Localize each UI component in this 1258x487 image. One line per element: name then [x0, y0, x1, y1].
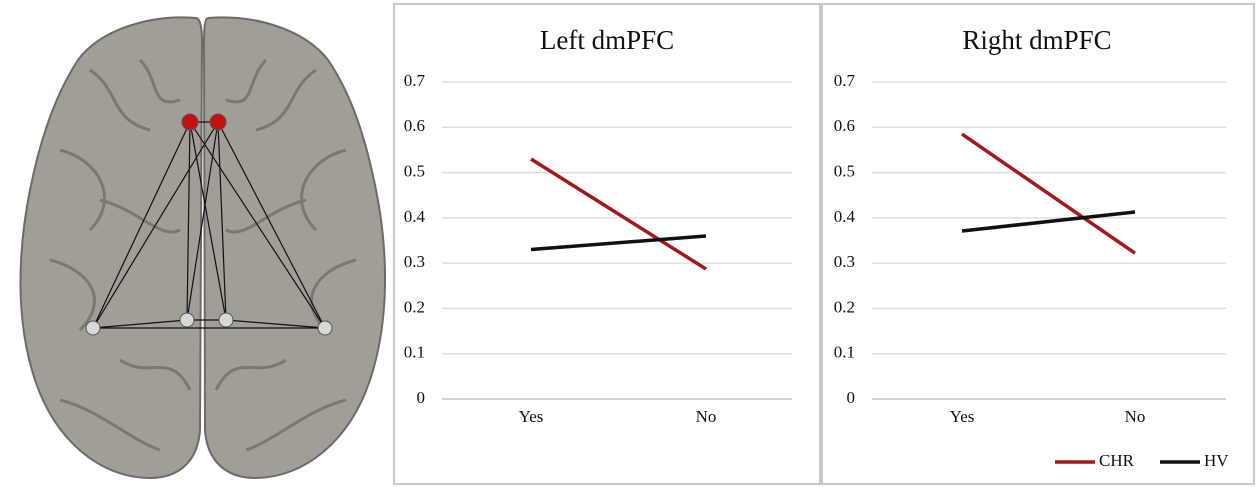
- y-tick-label: 0.4: [834, 207, 856, 226]
- brain-image: [19, 16, 386, 480]
- panel-border: [393, 3, 821, 485]
- y-tick-label: 0.7: [834, 71, 856, 90]
- y-tick-label: 0.1: [834, 343, 855, 362]
- y-tick-label: 0.4: [404, 207, 426, 226]
- legend-label: CHR: [1099, 451, 1135, 470]
- y-tick-label: 0.6: [834, 116, 855, 135]
- y-tick-label: 0.2: [834, 297, 855, 316]
- y-tick-label: 0.7: [404, 71, 426, 90]
- y-tick-label: 0.5: [404, 161, 425, 180]
- y-tick-label: 0: [847, 388, 856, 407]
- y-tick-label: 0.3: [834, 252, 855, 271]
- panel-border: [821, 3, 1255, 485]
- x-tick-label: No: [1125, 407, 1146, 426]
- data-line: [961, 210, 1136, 233]
- y-tick-label: 0.5: [834, 161, 855, 180]
- x-tick-label: Yes: [950, 407, 975, 426]
- x-tick-label: No: [696, 407, 717, 426]
- y-tick-label: 0.1: [404, 343, 425, 362]
- chart-title: Left dmPFC: [540, 25, 674, 55]
- y-tick-label: 0.3: [404, 252, 425, 271]
- y-tick-label: 0.2: [404, 297, 425, 316]
- data-line: [530, 157, 707, 271]
- x-tick-label: Yes: [519, 407, 544, 426]
- chart-title: Right dmPFC: [962, 25, 1111, 55]
- data-line: [961, 132, 1136, 255]
- y-tick-label: 0.6: [404, 116, 425, 135]
- data-line: [530, 234, 707, 252]
- y-tick-label: 0: [417, 388, 426, 407]
- legend-label: HV: [1204, 451, 1229, 470]
